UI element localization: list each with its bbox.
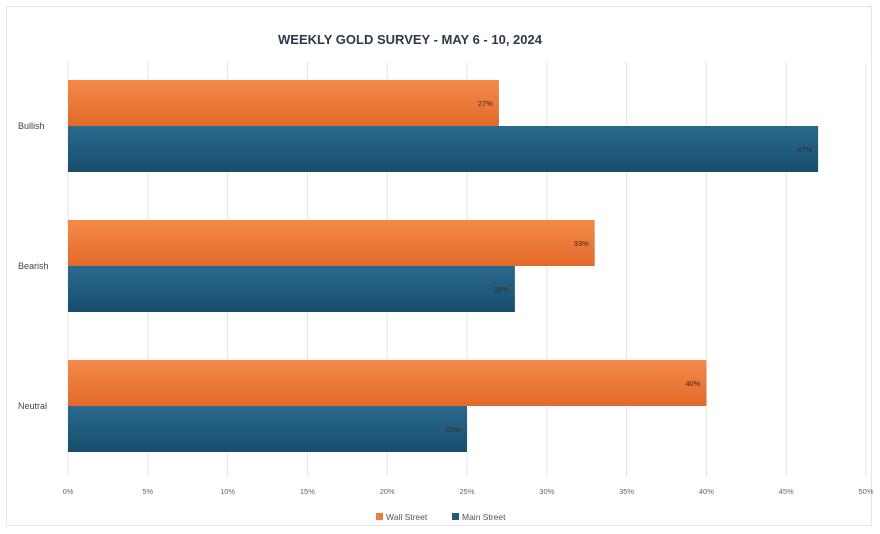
bar-bullish-wall-street bbox=[68, 80, 499, 126]
bars: 27% 47% 33% 28% 40% 25% bbox=[68, 80, 819, 452]
x-tick-label-50: 50% bbox=[858, 487, 873, 496]
bar-bullish-main-street bbox=[68, 126, 819, 172]
bar-bearish-wall-street bbox=[68, 220, 595, 266]
data-label-bullish-main-street: 47% bbox=[797, 145, 812, 154]
data-label-bearish-main-street: 28% bbox=[494, 285, 509, 294]
x-axis-ticks: 0% 5% 10% 15% 20% 25% 30% 35% 40% 45% 50% bbox=[63, 487, 874, 496]
category-label-bearish: Bearish bbox=[18, 261, 49, 271]
x-tick-label-45: 45% bbox=[779, 487, 794, 496]
x-tick-label-35: 35% bbox=[619, 487, 634, 496]
bar-neutral-main-street bbox=[68, 406, 467, 452]
x-tick-label-40: 40% bbox=[699, 487, 714, 496]
x-tick-label-5: 5% bbox=[142, 487, 153, 496]
legend-swatch-main-street bbox=[452, 513, 459, 520]
data-label-neutral-main-street: 25% bbox=[446, 425, 461, 434]
x-tick-label-20: 20% bbox=[380, 487, 395, 496]
legend-label-main-street: Main Street bbox=[462, 512, 506, 522]
legend-label-wall-street: Wall Street bbox=[386, 512, 428, 522]
legend: Wall Street Main Street bbox=[376, 512, 506, 522]
x-tick-label-25: 25% bbox=[459, 487, 474, 496]
data-label-bearish-wall-street: 33% bbox=[574, 239, 589, 248]
data-label-bullish-wall-street: 27% bbox=[478, 99, 493, 108]
legend-swatch-wall-street bbox=[376, 513, 383, 520]
x-tick-label-15: 15% bbox=[300, 487, 315, 496]
bar-neutral-wall-street bbox=[68, 360, 707, 406]
category-label-neutral: Neutral bbox=[18, 401, 47, 411]
x-tick-label-30: 30% bbox=[539, 487, 554, 496]
bar-bearish-main-street bbox=[68, 266, 515, 312]
x-tick-label-10: 10% bbox=[220, 487, 235, 496]
data-label-neutral-wall-street: 40% bbox=[685, 379, 700, 388]
x-tick-label-0: 0% bbox=[63, 487, 74, 496]
category-label-bullish: Bullish bbox=[18, 121, 45, 131]
category-labels: Bullish Bearish Neutral bbox=[18, 121, 49, 411]
chart-title: WEEKLY GOLD SURVEY - MAY 6 - 10, 2024 bbox=[278, 32, 543, 47]
